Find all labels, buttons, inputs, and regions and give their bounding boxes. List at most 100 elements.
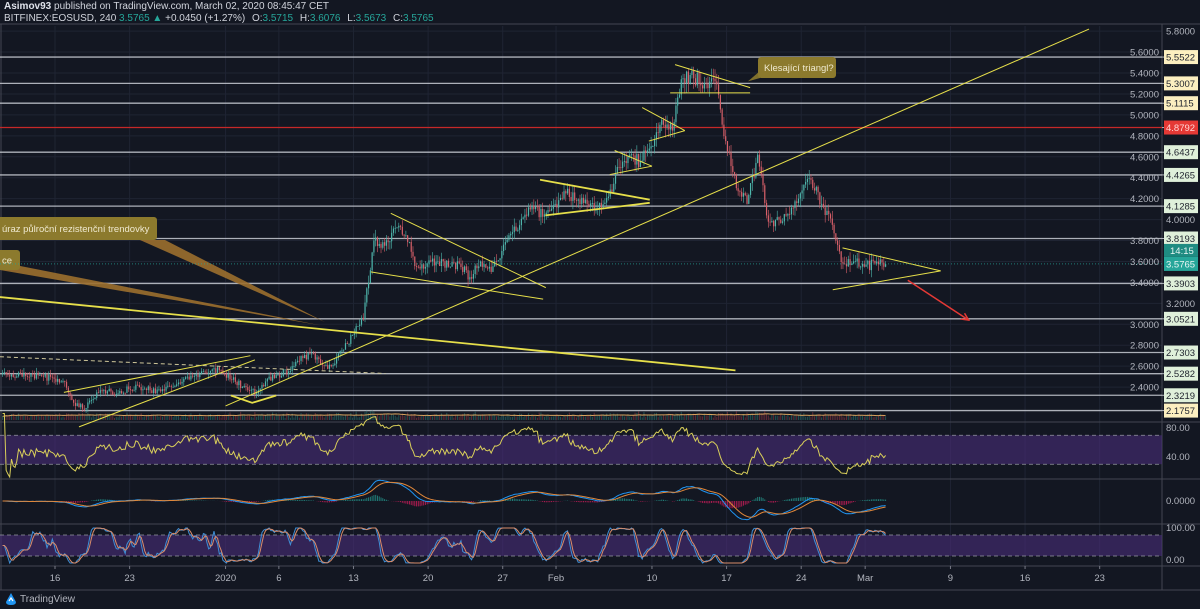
volume-bar [773, 413, 775, 420]
volume-bar [185, 414, 187, 420]
volume-bar [776, 415, 778, 420]
candle-body [323, 364, 325, 366]
candle [206, 368, 208, 375]
candle-body [513, 226, 515, 233]
candle-body [351, 334, 354, 336]
tradingview-logo-icon[interactable] [4, 592, 18, 606]
candle-body [49, 374, 52, 377]
volume-bar [304, 415, 306, 420]
volume-bar [540, 412, 542, 420]
candle [275, 370, 277, 379]
volume-bar [714, 415, 716, 420]
time-axis[interactable]: 16 23 2020 6 13 20 27 Feb 10 17 24 Mar 9 16 23 [50, 566, 1105, 584]
candle [790, 204, 793, 220]
candle-body [423, 264, 425, 269]
trendline-feb-triangle-lower [545, 201, 650, 217]
candle-body [176, 384, 178, 386]
volume-bar [137, 414, 139, 420]
symbol-name[interactable]: BITFINEX:EOSUSD, 240 [4, 13, 117, 24]
volume-bar [391, 414, 393, 420]
price-tick-label: 2.4000 [1130, 383, 1159, 394]
candle-body [170, 386, 172, 388]
volume-bar [591, 416, 593, 420]
callout[interactable]: úraz půlroční rezistenční trendovky [0, 217, 326, 323]
volume-bar [266, 413, 268, 420]
candle-body [256, 393, 258, 395]
candle [309, 347, 311, 355]
volume-bar [320, 414, 322, 420]
candle-body [664, 124, 666, 128]
volume-bar [25, 415, 27, 420]
candle [556, 196, 558, 214]
candle [147, 385, 149, 394]
candle [765, 199, 768, 219]
volume-bar [286, 412, 288, 420]
candle-body [193, 375, 196, 377]
candle-body [158, 389, 160, 391]
stoch-tick-100: 100.00 [1166, 523, 1195, 534]
candle [446, 260, 448, 271]
volume-bar [384, 414, 386, 420]
price-tick-label: 4.0000 [1166, 215, 1195, 226]
candle [469, 270, 471, 283]
volume-bar [686, 414, 688, 420]
candle-body [570, 196, 572, 201]
volume-bar [405, 416, 407, 420]
candle-body [721, 109, 723, 125]
candle [591, 197, 594, 212]
level-label: 4.4265 [1166, 170, 1195, 181]
candle-body [439, 261, 441, 267]
volume-bar [577, 415, 579, 420]
volume-bar [115, 417, 117, 420]
candle-body [719, 94, 721, 110]
volume-bar [119, 415, 121, 420]
volume-bar [414, 413, 416, 420]
volume-bar [130, 415, 132, 420]
candle [494, 256, 496, 268]
volume-bar [225, 414, 227, 420]
callout[interactable]: Klesající triangl? [747, 57, 836, 82]
candle-body [30, 373, 32, 377]
volume-bar [616, 413, 618, 420]
candle-body [332, 365, 334, 367]
candle-body [190, 375, 192, 380]
candle-body [336, 357, 338, 364]
tradingview-brand[interactable]: TradingView [20, 593, 76, 605]
candle [503, 238, 505, 256]
volume-bar [432, 416, 434, 420]
candle-body [231, 379, 233, 381]
volume-bar [849, 413, 851, 420]
callout[interactable]: ce [0, 250, 321, 326]
candle [209, 370, 212, 376]
candle-body [67, 387, 69, 393]
candle-body [851, 263, 853, 266]
volume-bar [382, 414, 384, 420]
volume-bar [57, 415, 59, 420]
volume-bar [526, 414, 528, 420]
candle [334, 358, 336, 367]
candle-body [517, 229, 519, 231]
candle [463, 265, 466, 275]
candle-body [337, 353, 339, 358]
volume-bar [511, 416, 513, 420]
volume-bar [167, 415, 169, 420]
publisher-name[interactable]: Asimov93 [4, 1, 52, 12]
open-value: 3.5715 [262, 13, 294, 24]
volume-bar [297, 415, 299, 420]
candle-body [250, 389, 252, 391]
candle [344, 339, 347, 350]
volume-bar [503, 415, 505, 420]
candle [581, 193, 583, 208]
candle [327, 360, 329, 370]
candle [389, 240, 391, 250]
candle [424, 261, 427, 275]
volume-bar [799, 413, 801, 420]
candle [288, 369, 290, 379]
candle [336, 352, 338, 368]
volume-bar [700, 416, 702, 420]
trendline-feb9-triangle-upper [641, 107, 686, 132]
candle-body [295, 361, 297, 367]
volume-bar [149, 415, 151, 420]
candle [744, 191, 746, 197]
